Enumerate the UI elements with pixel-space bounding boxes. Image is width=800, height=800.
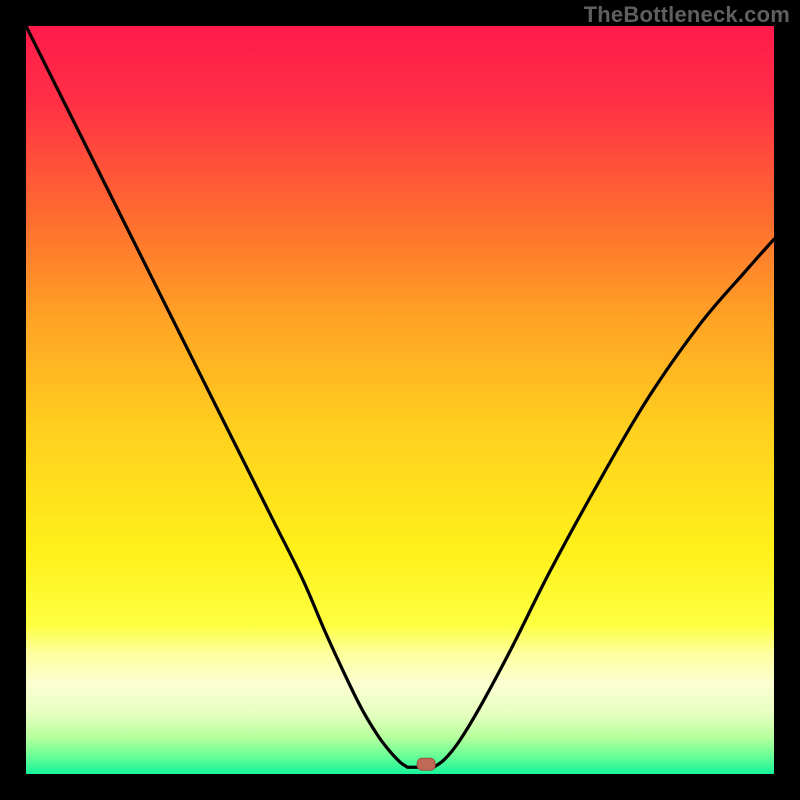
chart-frame — [0, 0, 800, 800]
chart-container: TheBottleneck.com — [0, 0, 800, 800]
chart-svg — [0, 0, 800, 800]
plot-background — [26, 26, 774, 774]
watermark-text: TheBottleneck.com — [584, 2, 790, 28]
optimum-marker — [417, 758, 435, 770]
